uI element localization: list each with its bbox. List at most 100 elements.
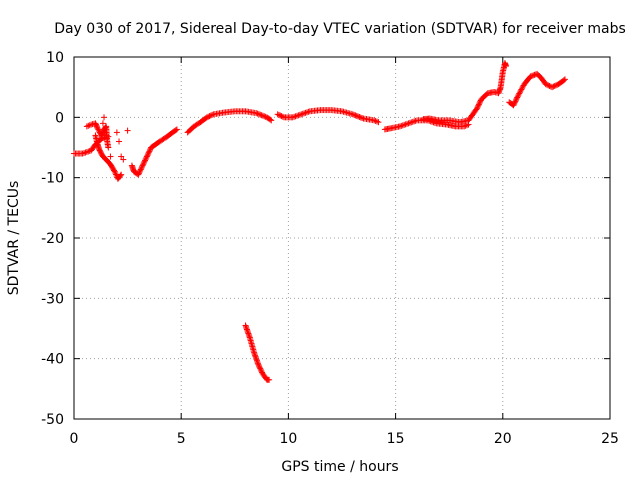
data-point xyxy=(404,120,411,127)
data-point xyxy=(402,121,409,128)
data-point-isolated xyxy=(99,120,106,127)
data-point xyxy=(86,122,93,129)
data-point xyxy=(255,362,262,369)
data-point-isolated xyxy=(116,138,123,145)
data-point xyxy=(138,165,145,172)
data-point xyxy=(292,113,299,120)
y-tick-label: -20 xyxy=(41,231,64,247)
data-point xyxy=(173,126,180,133)
data-point xyxy=(137,166,144,173)
data-point xyxy=(136,169,143,176)
y-tick-label: -30 xyxy=(41,291,64,307)
data-point xyxy=(412,117,419,124)
data-point xyxy=(561,76,568,83)
x-axis-label: GPS time / hours xyxy=(281,459,398,475)
x-tick-label: 15 xyxy=(387,431,405,447)
data-point xyxy=(256,364,263,371)
data-point xyxy=(352,112,359,119)
data-point xyxy=(374,118,381,125)
y-tick-label: -50 xyxy=(41,412,64,428)
data-point xyxy=(552,82,559,89)
data-point xyxy=(94,125,101,132)
data-point xyxy=(293,112,300,119)
data-point xyxy=(135,171,142,178)
y-tick-label: -40 xyxy=(41,352,64,368)
data-point xyxy=(268,117,275,124)
data-point xyxy=(514,93,521,100)
data-point xyxy=(203,114,210,121)
x-tick-label: 5 xyxy=(177,431,186,447)
data-point xyxy=(405,120,412,127)
data-point xyxy=(357,114,364,121)
data-point xyxy=(82,149,89,156)
data-point xyxy=(112,170,119,177)
data-point xyxy=(519,85,526,92)
data-point xyxy=(257,365,264,372)
data-point-isolated xyxy=(120,156,127,163)
y-tick-label: 0 xyxy=(55,110,64,126)
x-tick-label: 0 xyxy=(70,431,79,447)
data-point xyxy=(511,99,518,106)
data-point xyxy=(542,81,549,88)
data-point xyxy=(518,86,525,93)
data-point xyxy=(267,116,274,123)
data-point xyxy=(137,167,144,174)
data-point xyxy=(401,121,408,128)
data-point-isolated xyxy=(118,153,125,160)
data-point xyxy=(355,113,362,120)
data-point xyxy=(353,112,360,119)
data-point xyxy=(257,366,264,373)
data-point xyxy=(399,122,406,129)
data-point xyxy=(517,87,524,94)
data-point xyxy=(375,119,382,126)
data-point xyxy=(146,148,153,155)
data-point xyxy=(543,81,550,88)
data-point xyxy=(550,83,557,90)
data-series xyxy=(71,60,568,383)
data-point xyxy=(111,167,118,174)
data-point xyxy=(79,150,86,157)
data-point xyxy=(275,111,282,118)
data-point xyxy=(143,153,150,160)
data-point xyxy=(296,111,303,118)
data-point xyxy=(145,150,152,157)
data-point xyxy=(549,84,556,91)
data-point xyxy=(303,109,310,116)
data-point xyxy=(83,149,90,156)
data-point xyxy=(146,147,153,154)
data-point xyxy=(143,154,150,161)
data-point xyxy=(510,102,517,109)
data-point xyxy=(477,98,484,105)
data-point xyxy=(85,148,92,155)
data-point xyxy=(254,110,261,117)
data-point xyxy=(298,111,305,118)
data-point xyxy=(207,112,214,119)
data-point xyxy=(551,82,558,89)
data-point xyxy=(301,110,308,117)
data-point xyxy=(519,83,526,90)
data-point xyxy=(257,111,264,118)
data-point xyxy=(277,112,284,119)
data-point xyxy=(266,376,273,383)
data-point xyxy=(111,168,118,175)
data-point xyxy=(291,113,298,120)
data-point-isolated xyxy=(101,114,108,121)
data-point xyxy=(503,63,510,70)
data-point xyxy=(305,108,312,115)
y-axis-label: SDTVAR / TECUs xyxy=(6,181,22,296)
data-point xyxy=(142,156,149,163)
data-point xyxy=(351,111,358,118)
data-point xyxy=(142,157,149,164)
data-point xyxy=(135,170,142,177)
data-point-isolated xyxy=(102,129,109,136)
data-point xyxy=(279,113,286,120)
data-point xyxy=(372,117,379,124)
data-point xyxy=(409,118,416,125)
data-point xyxy=(513,95,520,102)
data-point xyxy=(299,110,306,117)
data-point xyxy=(349,111,356,118)
data-point xyxy=(259,112,266,119)
data-point xyxy=(253,110,260,117)
data-point-isolated xyxy=(124,127,131,134)
